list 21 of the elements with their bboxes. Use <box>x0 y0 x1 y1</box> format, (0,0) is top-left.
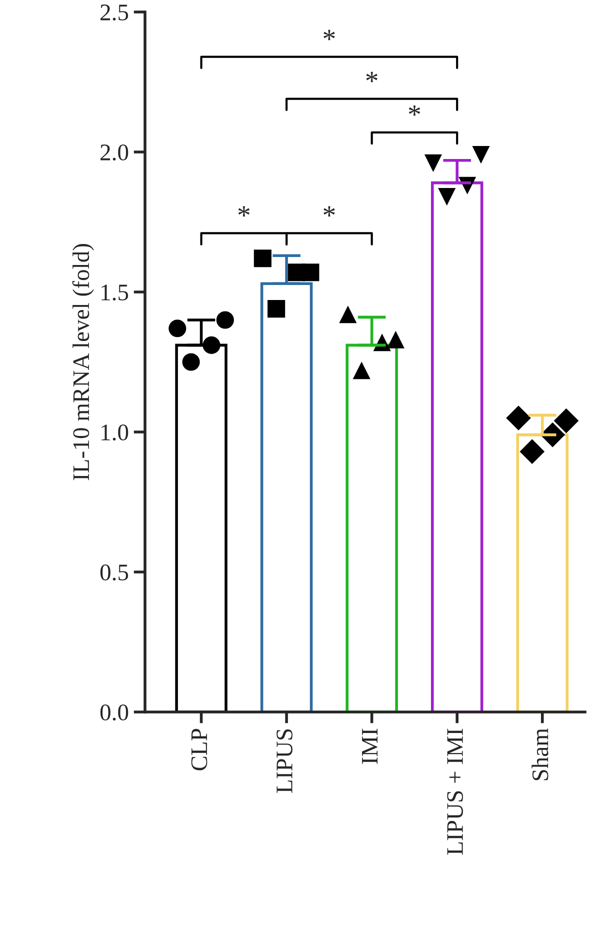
y-tick-label: 2.5 <box>100 4 128 21</box>
annotation: * <box>324 30 335 40</box>
bar <box>260 282 313 712</box>
annotation: * <box>408 105 420 116</box>
annotation: * <box>366 72 378 82</box>
x-tick-label: LIPUS <box>276 729 292 793</box>
y-tick-label: 1.5 <box>102 284 128 301</box>
x-tick-label: CLP <box>191 728 208 770</box>
bar <box>346 344 398 712</box>
y-tick-label: 2.0 <box>100 144 128 161</box>
bar <box>516 433 568 712</box>
x-tick-label: Sham <box>532 728 548 780</box>
x-tick-label: LIPUS + IMI <box>447 728 464 855</box>
y-tick-label: 0.5 <box>100 564 128 581</box>
y-tick-label: 0.0 <box>100 704 128 721</box>
y-tick-label: 1.0 <box>102 424 128 441</box>
annotation: * <box>324 206 335 216</box>
y-axis-title: IL-10 mRNA level (fold) <box>72 244 94 480</box>
bar <box>430 181 484 712</box>
x-tick-label: IMI <box>362 728 378 764</box>
annotation: * <box>238 206 250 216</box>
